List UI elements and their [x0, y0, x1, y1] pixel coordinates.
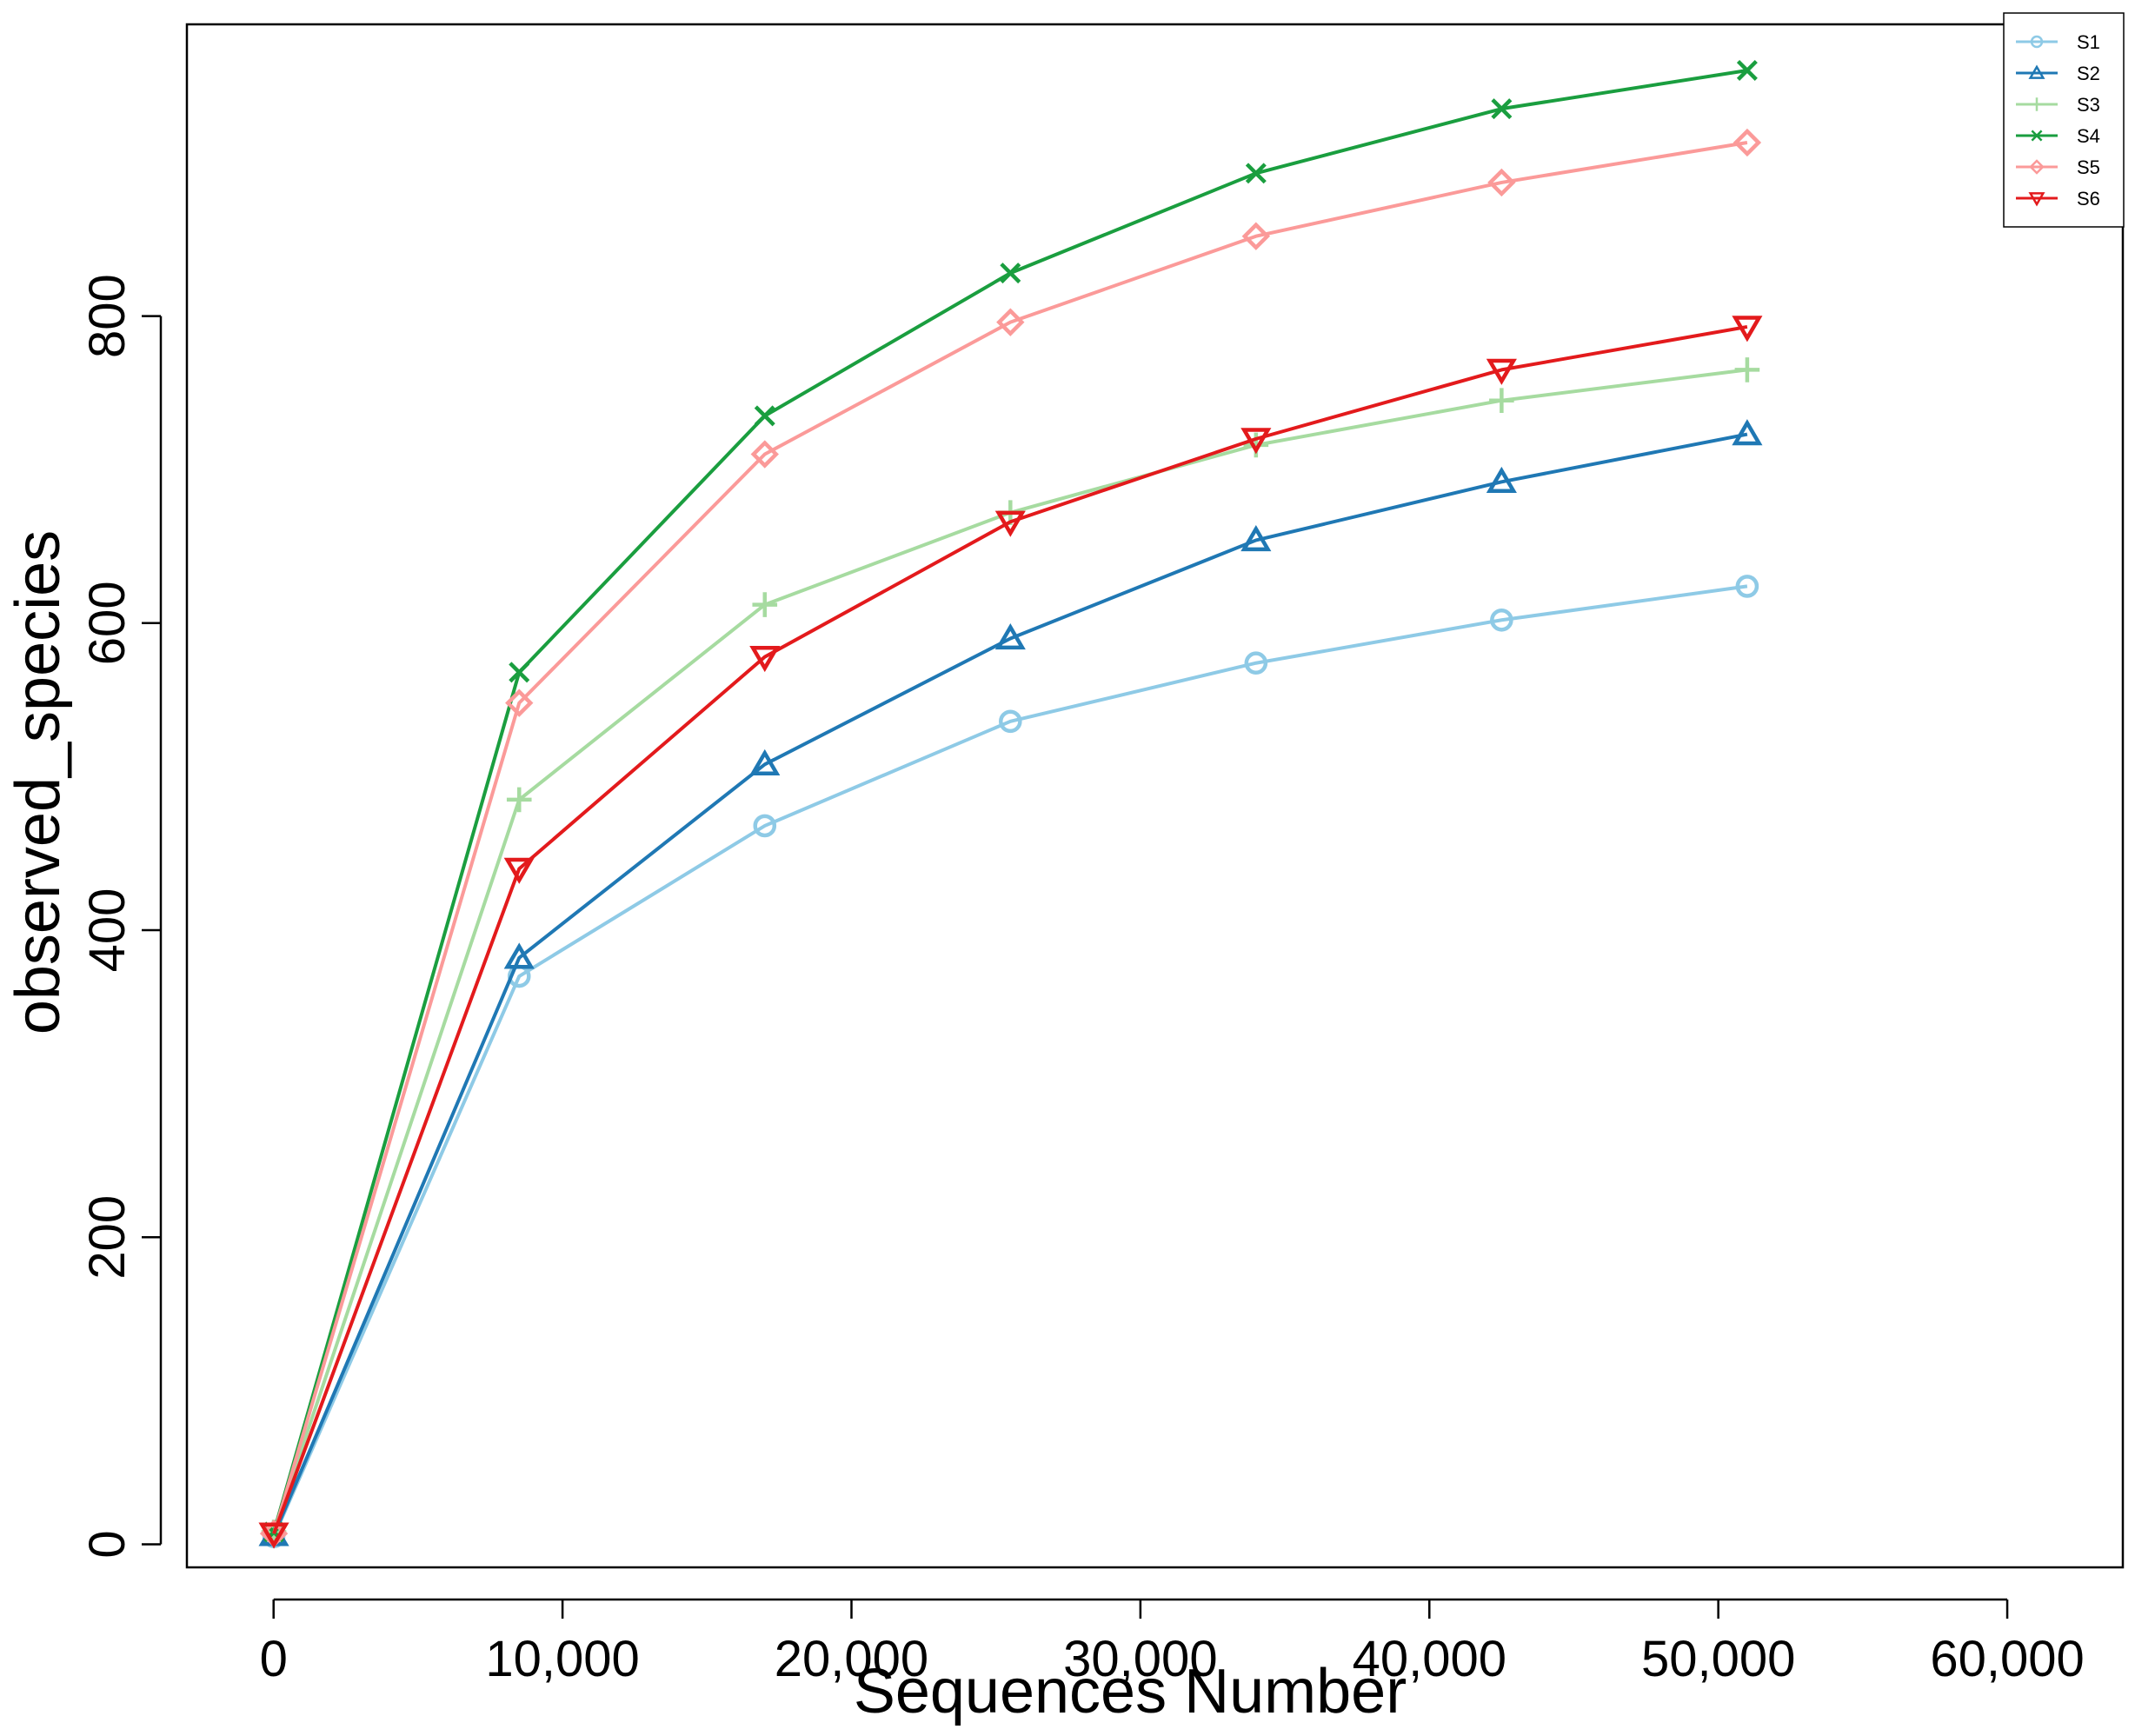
legend-label-S3: S3	[2077, 94, 2100, 116]
legend-label-S5: S5	[2077, 156, 2100, 178]
data-point-S5	[996, 308, 1025, 336]
x-tick-label: 50,000	[1641, 1631, 1795, 1687]
data-point-S3	[506, 787, 532, 813]
data-point-S3	[1489, 388, 1514, 414]
legend	[2003, 12, 2125, 228]
series-S6	[258, 316, 1763, 1549]
data-point-S6	[1732, 316, 1763, 343]
x-tick-label: 40,000	[1353, 1631, 1506, 1687]
data-point-S1	[753, 814, 777, 838]
data-point-S4	[1245, 163, 1267, 184]
data-point-S1	[999, 709, 1022, 734]
data-point-S5	[1733, 128, 1762, 157]
data-point-S6	[749, 646, 781, 673]
y-axis-title: observed_species	[3, 530, 73, 1034]
y-tick-label: 800	[79, 274, 136, 358]
data-point-S1	[1244, 651, 1268, 675]
x-tick-label: 60,000	[1930, 1631, 2084, 1687]
data-point-S6	[1486, 358, 1517, 385]
x-axis-title: Sequences Number	[854, 1657, 1407, 1726]
series-S2	[258, 419, 1763, 1546]
data-point-S1	[1735, 575, 1759, 598]
x-tick-label: 30,000	[1063, 1631, 1217, 1687]
data-point-S4	[1000, 263, 1021, 284]
data-point-S6	[258, 1522, 289, 1549]
data-point-S6	[994, 510, 1026, 537]
data-point-S4	[1491, 98, 1513, 120]
data-point-S3	[752, 592, 778, 617]
legend-marker-S5	[2029, 159, 2045, 175]
data-point-S5	[505, 688, 534, 717]
data-point-S1	[1490, 608, 1513, 632]
data-point-S5	[1241, 222, 1271, 250]
y-tick-label: 0	[79, 1530, 136, 1558]
series-line-S5	[272, 141, 1748, 1534]
legend-label-S2: S2	[2077, 63, 2100, 84]
series-line-S3	[272, 368, 1748, 1533]
legend-label-S6: S6	[2077, 188, 2100, 210]
legend-marker-S3	[2030, 97, 2044, 111]
plot-frame	[185, 23, 2125, 1569]
data-point-S2	[749, 748, 781, 775]
y-tick-label: 400	[79, 888, 136, 973]
data-point-S6	[503, 857, 535, 884]
legend-label-S1: S1	[2077, 31, 2100, 53]
series-line-S2	[272, 432, 1748, 1536]
series-line-S1	[272, 584, 1748, 1538]
y-tick-label: 200	[79, 1195, 136, 1280]
legend-marker-S1	[2030, 35, 2044, 49]
legend-marker-S2	[2028, 64, 2045, 79]
data-point-S2	[503, 942, 535, 969]
legend-label-S4: S4	[2077, 125, 2100, 147]
x-tick-label: 10,000	[485, 1631, 639, 1687]
data-point-S4	[509, 662, 530, 683]
data-point-S6	[1240, 428, 1272, 455]
x-tick-label: 0	[260, 1631, 288, 1687]
data-point-S4	[1736, 59, 1758, 81]
data-point-S5	[750, 440, 779, 469]
data-point-S2	[1732, 419, 1763, 446]
y-tick-label: 600	[79, 581, 136, 665]
data-point-S5	[1487, 168, 1516, 197]
data-point-S3	[1734, 357, 1760, 382]
legend-marker-S4	[2031, 130, 2043, 142]
legend-marker-S6	[2028, 192, 2045, 207]
data-point-S4	[754, 405, 775, 427]
x-tick-label: 20,000	[775, 1631, 928, 1687]
series-S1	[262, 575, 1759, 1548]
series-S5	[259, 128, 1762, 1548]
series-line-S6	[272, 324, 1748, 1534]
series-line-S4	[272, 69, 1748, 1533]
data-point-S2	[994, 623, 1026, 650]
data-point-S2	[1240, 524, 1272, 552]
data-point-S2	[1486, 466, 1517, 493]
